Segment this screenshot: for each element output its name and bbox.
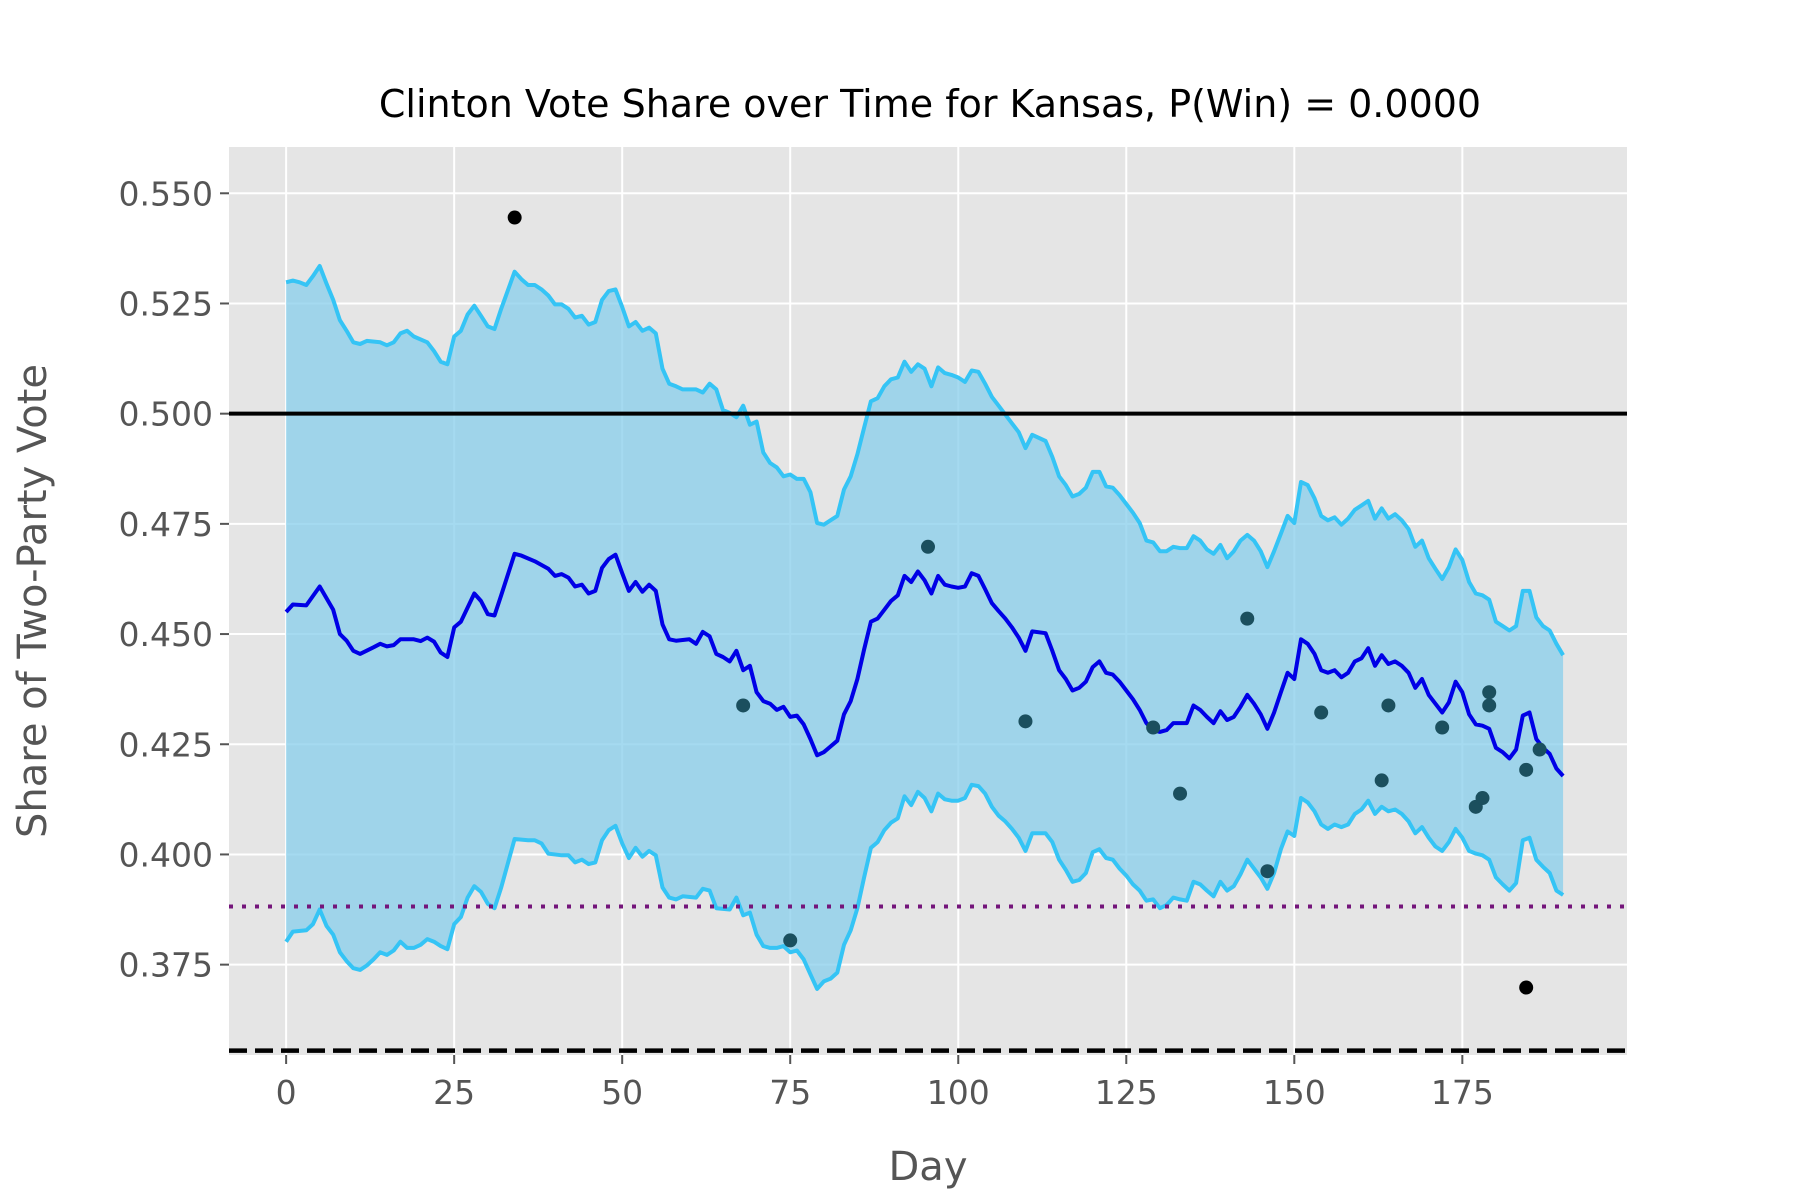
poll-point: [1519, 762, 1534, 777]
chart-title: Clinton Vote Share over Time for Kansas,…: [379, 82, 1481, 126]
poll-point: [1381, 698, 1396, 713]
x-tick-label: 125: [1095, 1073, 1158, 1112]
y-tick-label: 0.450: [119, 615, 213, 654]
y-ticks: 0.375 0.400 0.425 0.450 0.475 0.500 0.525 0.550: [119, 174, 229, 985]
band-fill: [286, 266, 1564, 989]
y-tick-label: 0.400: [119, 835, 213, 874]
poll-point: [1475, 791, 1490, 806]
confidence-band: [284, 264, 1565, 991]
poll-point: [783, 933, 798, 948]
x-tick-label: 75: [769, 1073, 811, 1112]
poll-points: [507, 210, 1547, 995]
y-tick-label: 0.375: [119, 946, 213, 985]
y-tick-label: 0.475: [119, 505, 213, 544]
poll-point: [921, 539, 935, 554]
y-axis-label: Share of Two-Party Vote: [10, 364, 56, 838]
x-tick-label: 175: [1431, 1073, 1494, 1112]
upper-bound-line: [285, 264, 1565, 657]
reference-lines: [229, 411, 1627, 1053]
poll-point: [1260, 864, 1275, 879]
poll-point: [736, 698, 751, 713]
x-ticks: 0 25 50 75 100 125 150 175: [276, 1055, 1494, 1112]
poll-point: [1374, 773, 1389, 788]
y-tick-label: 0.500: [119, 395, 213, 434]
x-tick-label: 0: [276, 1073, 297, 1112]
outlier-point: [507, 210, 522, 225]
y-tick-label: 0.425: [119, 725, 213, 764]
poll-point: [1435, 720, 1450, 735]
poll-point: [1482, 685, 1497, 700]
mean-line: [284, 551, 1565, 778]
y-tick-label: 0.550: [119, 174, 213, 213]
x-tick-label: 50: [601, 1073, 643, 1112]
poll-point: [1240, 611, 1255, 626]
x-axis-label: Day: [889, 1144, 968, 1190]
mean-series: [284, 551, 1565, 778]
outlier-point: [1519, 980, 1534, 995]
x-tick-label: 25: [433, 1073, 475, 1112]
poll-point: [1173, 786, 1188, 801]
poll-point: [1482, 698, 1497, 713]
x-tick-label: 100: [927, 1073, 990, 1112]
poll-point: [1532, 742, 1547, 757]
poll-point: [1314, 705, 1329, 720]
poll-point: [1018, 714, 1033, 729]
y-tick-label: 0.525: [119, 284, 213, 323]
lower-bound-line: [284, 782, 1565, 991]
x-tick-label: 150: [1263, 1073, 1326, 1112]
poll-point: [1146, 720, 1161, 735]
